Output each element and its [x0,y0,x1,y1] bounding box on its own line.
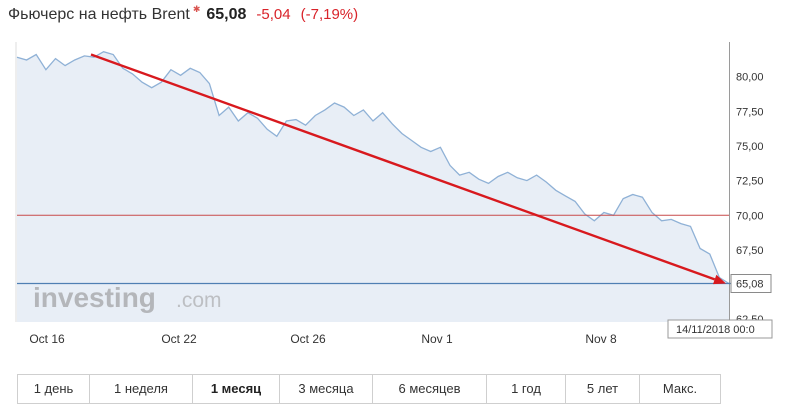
star-icon[interactable]: ✱ [192,4,201,14]
investing-watermark: investing .com [33,282,222,313]
x-tick-label: Oct 26 [290,332,326,346]
price-change-percent: (-7,19%) [300,6,359,23]
tab-3-months[interactable]: 3 месяца [280,375,373,403]
chart-header: Фьючерс на нефть Brent ✱ 65,08 -5,04 (-7… [8,4,359,30]
y-tick-label: 77,50 [736,106,764,118]
crosshair-date-label: 14/11/2018 00:0 [667,319,773,339]
y-tick-label: 72,50 [736,176,764,188]
x-tick-label: Nov 8 [585,332,617,346]
crosshair-label-box [667,319,773,339]
y-tick-label: 75,00 [736,141,764,153]
tab-1-week[interactable]: 1 неделя [90,375,193,403]
timeframe-tabs: 1 день 1 неделя 1 месяц 3 месяца 6 месяц… [17,374,721,404]
y-tick-label: 67,50 [736,245,764,257]
watermark-main: investing [33,282,156,313]
x-tick-label: Oct 22 [161,332,197,346]
watermark-suffix: .com [176,289,222,312]
current-price: 65,08 [206,6,247,23]
y-tick-label: 65,08 [736,279,764,291]
tab-1-month[interactable]: 1 месяц [193,375,280,403]
current-price-tag-box [730,274,772,293]
x-tick-label: Oct 16 [29,332,65,346]
trend-arrow-head [713,274,726,285]
price-change: -5,04 [256,6,291,23]
trend-arrow-line [90,53,716,281]
tab-max[interactable]: Макс. [662,381,698,396]
price-area-fill [17,51,729,322]
y-tick-label: 80,00 [736,72,764,84]
instrument-title: Фьючерс на нефть Brent [8,6,190,23]
x-tick-label: Nov 1 [421,332,453,346]
tab-5-years[interactable]: 5 лет [566,375,640,403]
tab-1-year[interactable]: 1 год [487,375,566,403]
y-tick-label: 70,00 [736,210,764,222]
tab-6-months[interactable]: 6 месяцев [373,375,487,403]
crosshair-label-text: 14/11/2018 00:0 [676,324,755,336]
tab-1-day[interactable]: 1 день [18,375,90,403]
price-line [16,50,730,285]
